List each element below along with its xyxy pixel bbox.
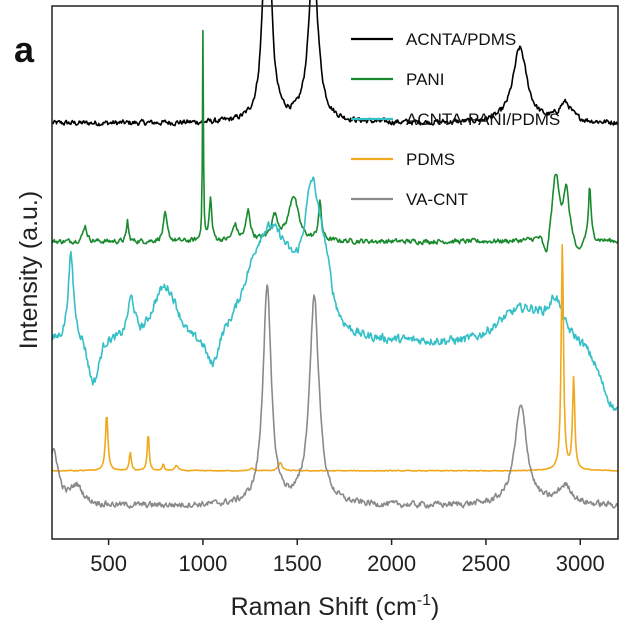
series-line-2	[51, 29, 619, 253]
x-tick-label-2500: 2500	[461, 551, 510, 576]
legend-label-4: PDMS	[406, 150, 455, 169]
x-axis-ticks: 500 1000 1500 2000 2500 3000	[90, 539, 605, 576]
series-line-3	[51, 176, 619, 412]
x-axis-title-superscript: -1	[417, 592, 431, 609]
y-axis-title: Intensity (a.u.)	[15, 191, 43, 349]
plot-frame	[51, 5, 619, 540]
series-group	[51, 0, 619, 509]
x-tick-label-1000: 1000	[178, 551, 227, 576]
series-line-1	[51, 0, 619, 127]
x-tick-label-500: 500	[90, 551, 127, 576]
legend-label-5: VA-CNT	[406, 190, 468, 209]
x-axis-title-main: Raman Shift (cm	[231, 593, 417, 621]
x-axis-title: Raman Shift (cm-1)	[231, 592, 440, 621]
x-tick-label-2000: 2000	[367, 551, 416, 576]
legend-label-1: ACNTA/PDMS	[406, 30, 516, 49]
series-line-4	[51, 244, 619, 473]
panel-label: a	[14, 29, 35, 70]
legend: ACNTA/PDMS PANI ACNTA-PANI/PDMS PDMS VA-CNT	[351, 30, 560, 209]
series-line-5	[51, 284, 619, 509]
x-tick-label-3000: 3000	[556, 551, 605, 576]
x-axis-title-close: )	[431, 593, 439, 621]
legend-label-2: PANI	[406, 70, 444, 89]
x-tick-label-1500: 1500	[273, 551, 322, 576]
legend-label-3: ACNTA-PANI/PDMS	[406, 110, 560, 129]
